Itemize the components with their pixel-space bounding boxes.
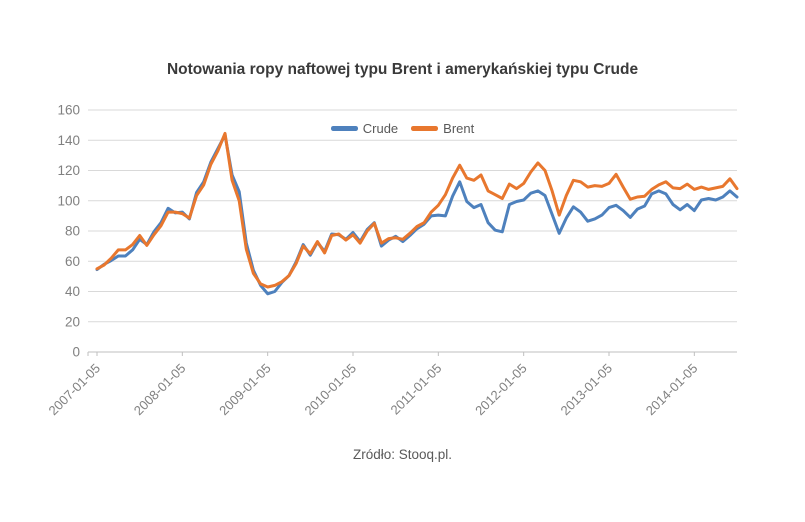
brent-series-line: [95, 131, 739, 289]
legend-swatch-icon: [411, 126, 439, 131]
y-axis-label: 60: [65, 254, 80, 269]
legend-label: Crude: [362, 121, 399, 136]
x-axis-label: 2007-01-05: [45, 361, 103, 419]
legend-item-brent: Brent: [411, 121, 474, 136]
chart-title: Notowania ropy naftowej typu Brent i ame…: [166, 61, 639, 78]
legend-swatch-icon: [330, 126, 358, 131]
legend-label: Brent: [443, 121, 475, 136]
source-caption: Zródło: Stooq.pl.: [352, 447, 453, 462]
x-axis-label: 2009-01-05: [216, 361, 274, 419]
y-axis-label: 40: [65, 284, 80, 299]
crude-series-line: [95, 133, 739, 296]
x-axis-label: 2010-01-05: [301, 361, 359, 419]
y-axis-label: 80: [65, 224, 80, 239]
x-axis-label: 2014-01-05: [643, 361, 701, 419]
x-axis-label: 2012-01-05: [472, 361, 530, 419]
x-axis-label: 2013-01-05: [557, 361, 615, 419]
y-axis-label: 160: [57, 103, 80, 118]
x-axis-label: 2011-01-05: [387, 361, 444, 418]
y-axis-label: 120: [57, 163, 80, 178]
x-axis-label: 2008-01-05: [131, 361, 189, 419]
legend-item-crude: Crude: [330, 121, 399, 136]
y-axis-label: 20: [65, 314, 80, 329]
chart-legend: Crude Brent: [0, 121, 805, 136]
y-axis-label: 100: [57, 193, 80, 208]
y-axis-label: 140: [57, 133, 80, 148]
y-axis-label: 0: [72, 345, 80, 360]
